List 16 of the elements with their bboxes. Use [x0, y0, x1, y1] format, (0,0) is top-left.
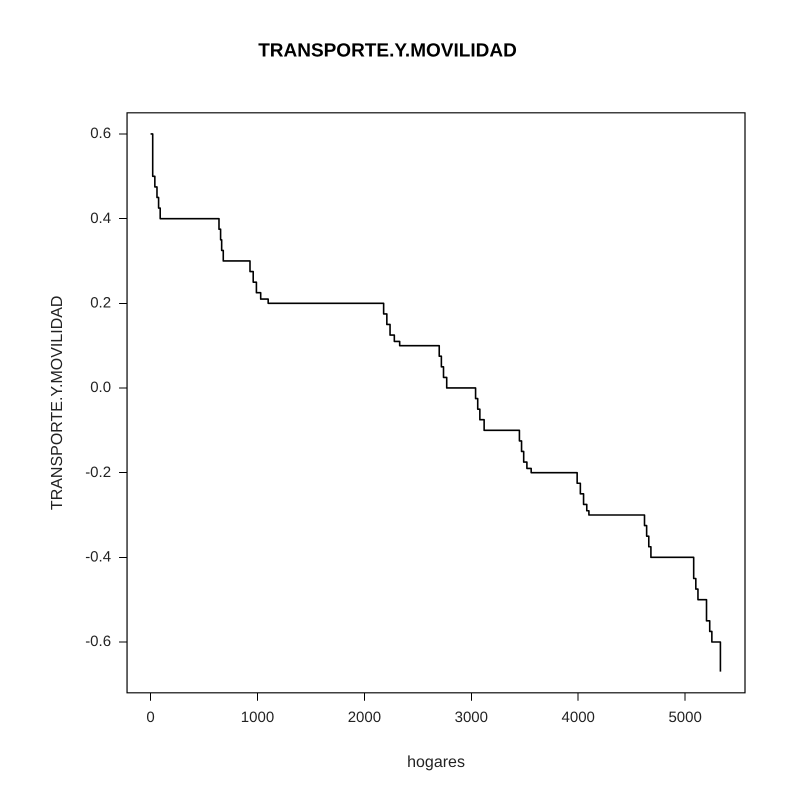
y-tick-label: -0.6: [85, 633, 112, 650]
chart-title: TRANSPORTE.Y.MOVILIDAD: [258, 40, 517, 62]
x-tick-label: 3000: [454, 708, 488, 726]
x-tick-label: 2000: [348, 708, 382, 726]
y-tick-label: 0.4: [90, 210, 112, 227]
x-tick-label: 4000: [562, 708, 595, 726]
y-tick-label: 0.0: [90, 379, 112, 396]
y-tick-label: 0.6: [90, 125, 112, 142]
x-tick-label: 0: [146, 708, 155, 726]
y-tick-label: 0.2: [90, 294, 112, 312]
y-axis-title: TRANSPORTE.Y.MOVILIDAD: [49, 296, 66, 510]
y-tick-label: -0.2: [85, 464, 112, 481]
x-axis-title: hogares: [407, 754, 465, 771]
x-tick-label: 1000: [240, 708, 274, 726]
y-tick-label: -0.4: [85, 548, 112, 566]
x-tick-label: 5000: [668, 708, 702, 726]
